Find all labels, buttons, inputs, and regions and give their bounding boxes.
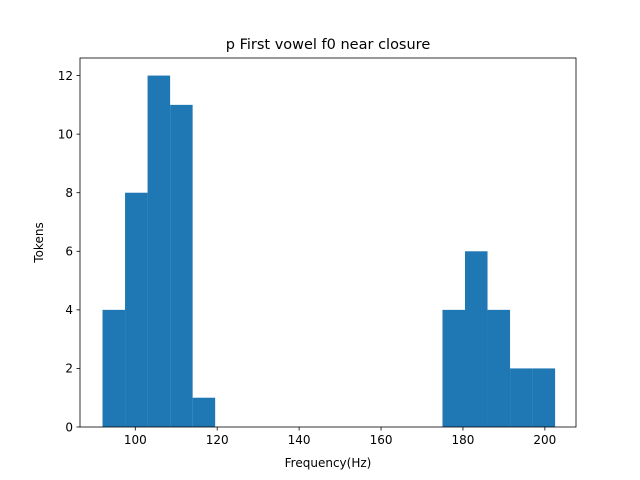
histogram-bar-0 bbox=[102, 309, 126, 427]
y-axis-ticks: 0 2 4 6 8 10 12 bbox=[58, 69, 80, 434]
y-tick-label: 6 bbox=[65, 245, 73, 259]
histogram-bars bbox=[102, 75, 556, 428]
y-tick-label: 2 bbox=[65, 362, 73, 376]
x-tick-label: 120 bbox=[206, 433, 229, 447]
x-axis-label: Frequency(Hz) bbox=[285, 456, 372, 470]
histogram-bar-1 bbox=[125, 192, 148, 427]
chart-title: p First vowel f0 near closure bbox=[226, 37, 431, 53]
histogram-bar-8 bbox=[510, 368, 533, 427]
x-tick-label: 140 bbox=[288, 433, 311, 447]
histogram-bar-5 bbox=[442, 309, 466, 427]
histogram-bar-6 bbox=[465, 251, 488, 427]
histogram-bar-2 bbox=[147, 75, 171, 428]
y-tick-label: 4 bbox=[65, 303, 73, 317]
y-axis-label: Tokens bbox=[32, 222, 46, 263]
histogram-bar-3 bbox=[170, 104, 193, 427]
y-tick-label: 10 bbox=[58, 127, 73, 141]
y-tick-label: 8 bbox=[65, 186, 73, 200]
histogram-bar-9 bbox=[532, 368, 556, 427]
x-axis-ticks: 100 120 140 160 180 200 bbox=[124, 427, 556, 447]
y-tick-label: 0 bbox=[65, 420, 73, 434]
x-tick-label: 160 bbox=[370, 433, 393, 447]
y-tick-label: 12 bbox=[58, 69, 73, 83]
histogram-bar-7 bbox=[487, 309, 511, 427]
x-tick-label: 180 bbox=[452, 433, 475, 447]
histogram-bar-4 bbox=[192, 397, 216, 427]
x-tick-label: 100 bbox=[124, 433, 147, 447]
x-tick-label: 200 bbox=[533, 433, 556, 447]
plot-frame bbox=[79, 57, 577, 428]
